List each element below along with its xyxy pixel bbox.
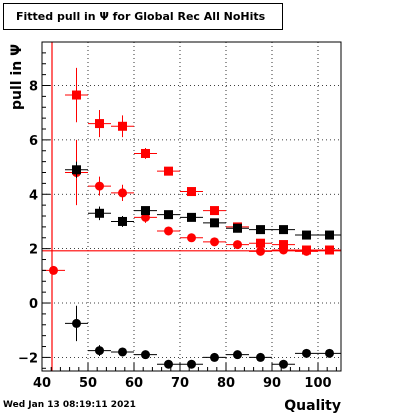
data-point-square <box>187 212 196 222</box>
data-point-circle <box>141 212 150 222</box>
series-3 <box>65 161 341 240</box>
data-point-circle <box>164 359 173 369</box>
data-point-square <box>164 166 173 176</box>
y-tick-label: 2 <box>29 243 38 258</box>
data-point-circle <box>325 348 334 358</box>
data-point-square <box>256 225 265 235</box>
data-point-square <box>141 206 150 216</box>
data-point-circle <box>233 240 242 250</box>
data-point-circle <box>279 245 288 255</box>
data-point-square <box>72 90 81 100</box>
x-tick-label: 70 <box>171 376 189 391</box>
series-4 <box>65 305 341 369</box>
data-point-circle <box>95 346 104 356</box>
data-point-circle <box>233 350 242 360</box>
series-1 <box>65 67 341 255</box>
y-tick-label: 4 <box>29 188 38 203</box>
data-point-square <box>118 121 127 131</box>
grid <box>42 42 341 371</box>
x-tick-label: 40 <box>33 376 51 391</box>
data-point-circle <box>141 350 150 360</box>
data-point-square <box>95 208 104 218</box>
data-point-circle <box>210 352 219 362</box>
data-point-circle <box>49 265 58 275</box>
x-tick-label: 60 <box>125 376 143 391</box>
data-point-square <box>187 187 196 197</box>
data-point-square <box>233 223 242 233</box>
data-point-square <box>302 230 311 240</box>
axis-ticks: 40 50 60 70 80 90 100 −2 0 2 4 6 8 <box>18 41 337 391</box>
data-point-circle <box>256 352 265 362</box>
y-tick-label: 6 <box>29 134 38 149</box>
data-point-circle <box>279 359 288 369</box>
y-tick-label: −2 <box>18 351 38 366</box>
x-tick-label: 100 <box>304 376 331 391</box>
data-point-circle <box>72 318 81 328</box>
data-point-square <box>325 230 334 240</box>
data-point-circle <box>118 347 127 357</box>
data-point-circle <box>187 233 196 243</box>
data-point-circle <box>95 181 104 191</box>
data-point-circle <box>256 246 265 256</box>
data-point-square <box>279 240 288 250</box>
data-point-circle <box>164 226 173 236</box>
y-tick-label: 0 <box>29 297 38 312</box>
data-point-circle <box>210 237 219 247</box>
data-point-square <box>95 119 104 129</box>
x-tick-label: 80 <box>217 376 235 391</box>
data-point-square <box>72 165 81 175</box>
x-tick-label: 90 <box>263 376 281 391</box>
plot-frame <box>41 41 342 372</box>
data-point-square <box>141 148 150 158</box>
data-point-circle <box>302 348 311 358</box>
data-point-square <box>210 218 219 228</box>
chart-title: Fitted pull in Ψ for Global Rec All NoHi… <box>3 3 283 30</box>
data-point-square <box>164 210 173 220</box>
y-axis-title: pull in Ψ <box>9 44 25 110</box>
data-point-square <box>210 206 219 216</box>
timestamp: Wed Jan 13 08:19:11 2021 <box>3 400 136 410</box>
x-axis-title: Quality <box>284 398 341 414</box>
data-series <box>42 67 341 369</box>
data-point-square <box>118 216 127 226</box>
x-tick-label: 50 <box>79 376 97 391</box>
data-point-square <box>256 238 265 248</box>
series-2 <box>42 139 341 275</box>
data-point-square <box>279 225 288 235</box>
data-point-circle <box>118 188 127 198</box>
data-point-circle <box>302 246 311 256</box>
y-tick-label: 8 <box>29 80 38 95</box>
data-point-circle <box>187 359 196 369</box>
data-point-circle <box>325 245 334 255</box>
